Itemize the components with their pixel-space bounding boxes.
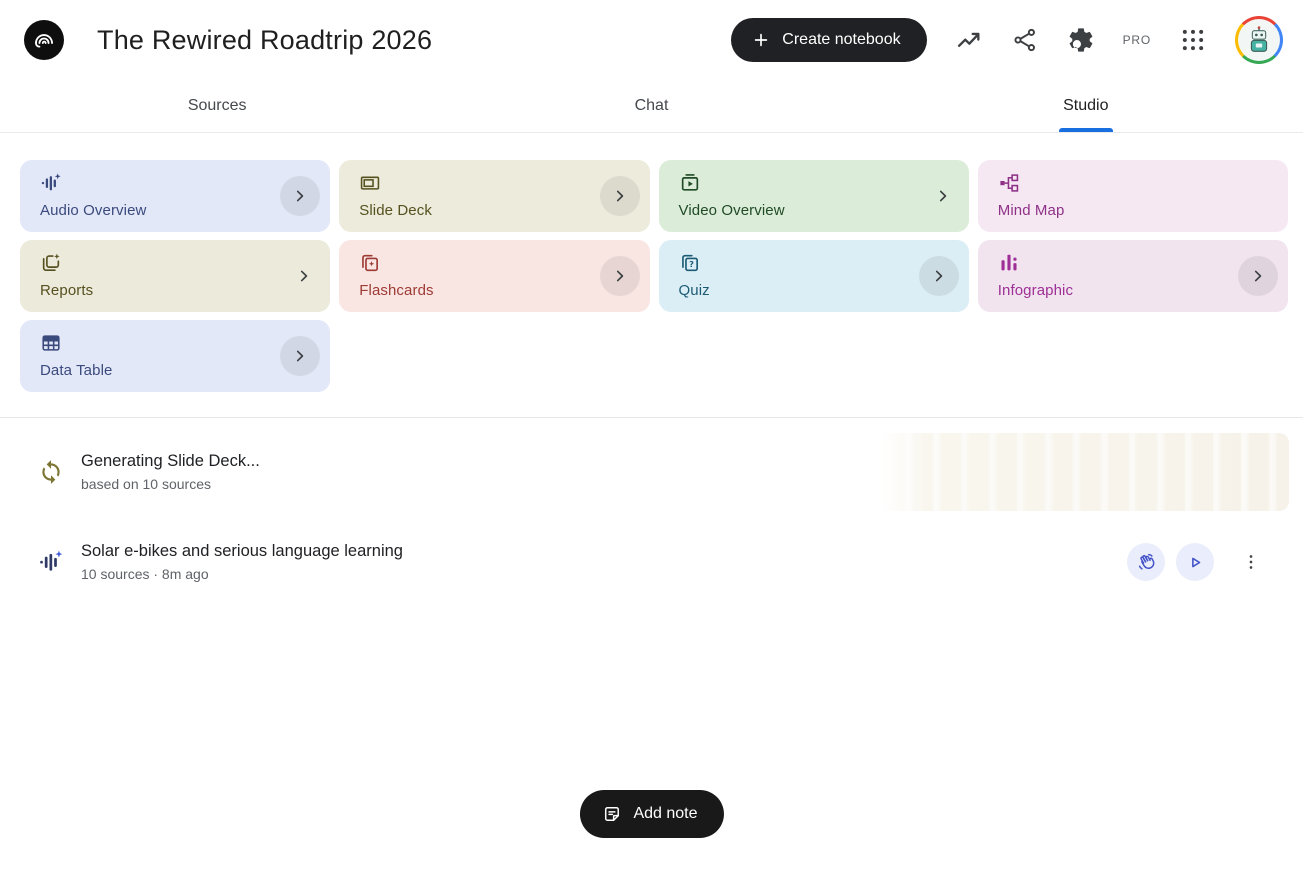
video-frame-icon xyxy=(679,172,701,194)
tool-label: Slide Deck xyxy=(359,202,432,219)
analytics-trending-icon[interactable] xyxy=(955,26,983,54)
bar-chart-icon xyxy=(998,252,1020,274)
header-actions: Create notebook PRO xyxy=(731,16,1283,64)
slide-frame-icon xyxy=(359,172,381,194)
notebook-title[interactable]: The Rewired Roadtrip 2026 xyxy=(97,24,433,55)
section-divider xyxy=(0,417,1303,418)
tool-chevron[interactable] xyxy=(284,256,324,296)
create-notebook-button[interactable]: Create notebook xyxy=(731,18,927,62)
node-graph-icon xyxy=(998,172,1020,194)
cards-question-icon: ? xyxy=(679,252,701,274)
tab-chat-label: Chat xyxy=(634,97,669,114)
tab-studio-label: Studio xyxy=(1063,97,1109,114)
tab-sources-label: Sources xyxy=(187,97,247,114)
plus-icon xyxy=(751,30,771,50)
tool-chevron[interactable] xyxy=(280,176,321,216)
avatar[interactable] xyxy=(1235,16,1283,64)
note-icon xyxy=(601,804,621,824)
tool-label: Flashcards xyxy=(359,282,434,299)
item-subtitle: 10 sources · 8m ago xyxy=(81,566,209,582)
tool-card-video-overview[interactable]: Video Overview xyxy=(658,160,969,232)
item-subtitle: based on 10 sources xyxy=(81,476,211,492)
cards-star-icon xyxy=(359,252,381,274)
pro-badge: PRO xyxy=(1122,33,1151,47)
tool-card-mind-map[interactable]: Mind Map xyxy=(977,160,1288,232)
cards-sparkle-icon xyxy=(40,252,62,274)
header: The Rewired Roadtrip 2026 Create noteboo… xyxy=(0,0,1303,80)
item-text-block: Generating Slide Deck... based on 10 sou… xyxy=(81,452,260,492)
tab-studio[interactable]: Studio xyxy=(869,80,1303,132)
avatar-robot-image xyxy=(1238,19,1280,61)
tool-label: Infographic xyxy=(997,282,1074,299)
audio-waveform-sparkle-icon xyxy=(38,549,64,575)
sync-spinner-icon xyxy=(38,459,64,485)
studio-item-generating[interactable]: Generating Slide Deck... based on 10 sou… xyxy=(0,433,1303,511)
tool-chevron[interactable] xyxy=(923,176,963,216)
audio-waveform-sparkle-icon xyxy=(40,172,62,194)
hand-wave-icon xyxy=(1136,552,1157,573)
tool-chevron[interactable] xyxy=(918,256,959,296)
play-icon xyxy=(1185,552,1206,573)
tool-label: Video Overview xyxy=(678,202,785,219)
settings-gear-icon[interactable] xyxy=(1067,26,1095,54)
tool-card-data-table[interactable]: Data Table xyxy=(20,320,331,392)
share-icon[interactable] xyxy=(1011,26,1039,54)
active-tab-underline xyxy=(1058,128,1113,132)
svg-text:?: ? xyxy=(689,259,694,269)
item-actions xyxy=(1127,543,1263,581)
tool-label: Data Table xyxy=(40,362,113,379)
tool-card-quiz[interactable]: ? Quiz xyxy=(658,240,969,312)
play-button[interactable] xyxy=(1176,543,1214,581)
more-options-button[interactable] xyxy=(1239,550,1263,574)
tool-chevron[interactable] xyxy=(599,176,640,216)
interactive-mode-button[interactable] xyxy=(1127,543,1165,581)
add-note-label: Add note xyxy=(633,805,698,822)
item-title: Solar e-bikes and serious language learn… xyxy=(81,542,403,560)
tool-card-audio-overview[interactable]: Audio Overview xyxy=(20,160,331,232)
tool-card-flashcards[interactable]: Flashcards xyxy=(339,240,650,312)
add-note-button[interactable]: Add note xyxy=(579,790,724,838)
tool-label: Audio Overview xyxy=(40,202,147,219)
table-grid-icon xyxy=(40,332,62,354)
tab-bar: Sources Chat Studio xyxy=(0,80,1303,133)
tool-chevron[interactable] xyxy=(280,336,321,376)
loading-skeleton xyxy=(880,433,1289,511)
item-text-block: Solar e-bikes and serious language learn… xyxy=(81,542,403,582)
tool-chevron[interactable] xyxy=(1238,256,1278,296)
notebooklm-logo-icon[interactable] xyxy=(24,20,64,60)
studio-item-audio-overview[interactable]: Solar e-bikes and serious language learn… xyxy=(0,529,1303,595)
tool-label: Mind Map xyxy=(997,202,1065,219)
tool-chevron[interactable] xyxy=(599,256,640,296)
studio-tools-grid: Audio Overview Slide Deck xyxy=(20,160,1288,392)
tool-label: Reports xyxy=(40,282,94,299)
tool-label: Quiz xyxy=(678,282,710,299)
tab-sources[interactable]: Sources xyxy=(0,80,434,132)
tool-card-infographic[interactable]: Infographic xyxy=(977,240,1288,312)
tab-chat[interactable]: Chat xyxy=(434,80,868,132)
tool-card-reports[interactable]: Reports xyxy=(20,240,331,312)
item-title: Generating Slide Deck... xyxy=(81,452,260,470)
create-notebook-label: Create notebook xyxy=(782,31,901,48)
apps-grid-icon[interactable] xyxy=(1179,26,1207,54)
tool-card-slide-deck[interactable]: Slide Deck xyxy=(339,160,650,232)
